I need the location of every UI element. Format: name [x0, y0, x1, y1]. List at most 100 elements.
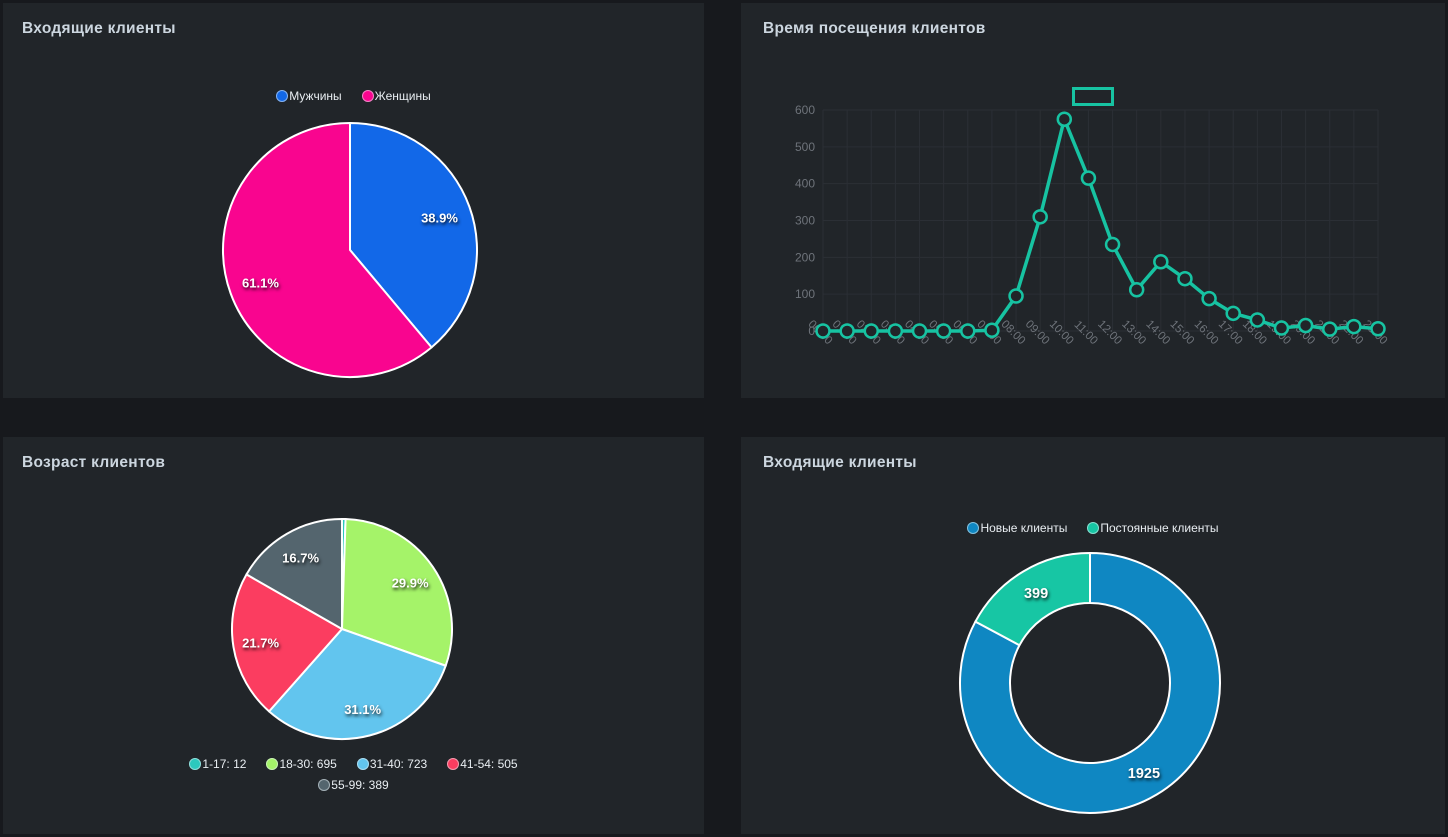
legend-item-1-17-12[interactable]: 1-17: 12: [189, 757, 246, 771]
visits-data-point-0100[interactable]: [839, 323, 855, 339]
clients-data-label-новые-клиенты: 1925: [1128, 766, 1160, 782]
visits-data-point-0000[interactable]: [815, 323, 831, 339]
legend-marker-icon: [1087, 522, 1100, 534]
y-axis-tick-label: 500: [795, 140, 815, 154]
y-axis-tick-label: 200: [795, 250, 815, 264]
legend-label: Мужчины: [289, 89, 342, 103]
visits-data-point-2000[interactable]: [1297, 317, 1314, 334]
age-legend-row-1: 1-17: 12 18-30: 695 31-40: 723 41-54: 505: [3, 757, 704, 771]
y-axis-tick-label: 400: [795, 177, 815, 191]
clients-legend: Новые клиенты Постоянные клиенты: [741, 521, 1445, 535]
y-axis-tick-label: 100: [795, 287, 815, 301]
legend-item-постоянные-клиенты[interactable]: Постоянные клиенты: [1087, 521, 1219, 535]
clients-donut-chart: 1925 399: [959, 552, 1221, 814]
visits-data-point-0200[interactable]: [863, 323, 880, 339]
legend-label: 41-54: 505: [460, 757, 518, 771]
legend-item-55-99-389[interactable]: 55-99: 389: [318, 778, 389, 792]
gender-slice-женщины[interactable]: [222, 122, 433, 378]
legend-marker-icon: [447, 758, 460, 770]
y-axis-tick-label: 600: [795, 103, 815, 117]
clients-slice-новые-клиенты[interactable]: [959, 552, 1221, 814]
x-axis-tick-label: 14:00: [1143, 318, 1172, 347]
x-axis-tick-label: 09:00: [1023, 318, 1052, 347]
legend-label: Женщины: [374, 89, 431, 103]
visits-data-point-0500[interactable]: [935, 323, 952, 339]
visits-data-point-1900[interactable]: [1273, 320, 1290, 336]
visits-data-point-0900[interactable]: [1032, 209, 1048, 225]
visits-data-point-0800[interactable]: [1008, 288, 1024, 304]
gender-slice-мужчины[interactable]: [349, 122, 478, 349]
x-axis-tick-label: 10:00: [1047, 318, 1076, 347]
panel-incoming-clients-gender: Входящие клиенты Мужчины Женщины 38.9% 61.…: [3, 3, 704, 398]
legend-marker-icon: [356, 758, 369, 770]
age-data-label-18-30: 29.9%: [392, 575, 429, 590]
visits-data-point-1300[interactable]: [1128, 281, 1145, 298]
gender-legend: Мужчины Женщины: [3, 89, 704, 103]
x-axis-tick-label: 17:00: [1216, 318, 1245, 347]
visits-series-line[interactable]: [821, 117, 1380, 333]
panel-title: Возраст клиентов: [22, 454, 166, 471]
age-slice-18-30[interactable]: [341, 518, 453, 667]
y-axis-tick-label: 300: [795, 214, 815, 228]
legend-label: Постоянные клиенты: [1100, 521, 1219, 535]
x-axis-tick-label: 08:00: [999, 318, 1028, 347]
legend-marker-icon: [266, 758, 279, 770]
visits-data-point-1500[interactable]: [1177, 270, 1193, 287]
visits-data-point-1800[interactable]: [1249, 312, 1266, 328]
age-legend-row-2: 55-99: 389: [3, 778, 704, 792]
visits-data-point-0600[interactable]: [960, 323, 976, 339]
panel-title: Время посещения клиентов: [763, 20, 986, 37]
visits-data-point-1700[interactable]: [1225, 305, 1241, 322]
age-data-label-55-99: 16.7%: [282, 551, 319, 566]
legend-item-новые-клиенты[interactable]: Новые клиенты: [967, 521, 1067, 535]
visits-data-point-2300[interactable]: [1370, 321, 1386, 337]
visits-data-point-0700[interactable]: [984, 322, 1000, 339]
legend-item-мужчины[interactable]: Мужчины: [276, 89, 342, 103]
visits-line-chart: 010020030040050060000:0001:0002:0003:000…: [795, 103, 1389, 347]
legend-marker-icon: [361, 90, 374, 102]
visits-data-point-1000[interactable]: [1056, 111, 1073, 127]
visits-data-point-2100[interactable]: [1321, 321, 1338, 337]
x-axis-tick-label: 12:00: [1095, 318, 1124, 347]
legend-marker-icon: [276, 90, 289, 102]
legend-item-31-40-723[interactable]: 31-40: 723: [356, 757, 428, 771]
visits-series-legend-marker[interactable]: [1072, 87, 1114, 106]
panel-title: Входящие клиенты: [763, 454, 917, 471]
clients-slice-постоянные-клиенты[interactable]: [974, 552, 1091, 647]
visits-data-point-1200[interactable]: [1104, 236, 1121, 253]
age-pie-chart: 29.9% 31.1% 21.7% 16.7%: [231, 518, 453, 740]
legend-marker-icon: [189, 758, 202, 770]
clients-data-label-постоянные-клиенты: 399: [1024, 586, 1048, 602]
age-slice-31-40[interactable]: [268, 628, 447, 740]
legend-item-41-54-505[interactable]: 41-54: 505: [447, 757, 518, 771]
legend-label: Новые клиенты: [980, 521, 1068, 535]
legend-item-женщины[interactable]: Женщины: [361, 89, 431, 103]
legend-label: 31-40: 723: [369, 757, 428, 771]
legend-label: 55-99: 389: [331, 778, 389, 792]
legend-item-18-30-695[interactable]: 18-30: 695: [266, 757, 337, 771]
legend-marker-icon: [967, 522, 980, 534]
age-data-label-31-40: 31.1%: [344, 702, 381, 717]
visits-data-point-1100[interactable]: [1080, 170, 1097, 186]
x-axis-tick-label: 15:00: [1167, 318, 1196, 347]
age-legend: 1-17: 12 18-30: 695 31-40: 723 41-54: 505 55…: [3, 757, 704, 792]
gender-data-label-женщины: 61.1%: [242, 276, 279, 291]
visits-data-point-2200[interactable]: [1346, 318, 1362, 335]
visits-data-point-1400[interactable]: [1153, 254, 1169, 270]
x-axis-tick-label: 16:00: [1192, 318, 1221, 347]
x-axis-tick-label: 13:00: [1119, 318, 1148, 347]
panel-title: Входящие клиенты: [22, 20, 176, 37]
legend-label: 1-17: 12: [202, 757, 247, 771]
visits-data-point-1600[interactable]: [1201, 290, 1217, 307]
x-axis-tick-label: 11:00: [1072, 319, 1100, 347]
legend-marker-icon: [318, 779, 331, 791]
age-slice-55-99[interactable]: [245, 518, 343, 630]
age-slice-41-54[interactable]: [231, 573, 343, 713]
panel-incoming-clients-type: Входящие клиенты Новые клиенты Постоянные…: [741, 437, 1445, 834]
gender-data-label-мужчины: 38.9%: [421, 210, 458, 225]
visits-data-point-0400[interactable]: [911, 323, 928, 339]
legend-label: 18-30: 695: [279, 757, 337, 771]
visits-data-point-0300[interactable]: [887, 323, 904, 339]
y-axis-tick-label: 0: [808, 324, 815, 338]
panel-client-age: Возраст клиентов 29.9% 31.1% 21.7% 16.7% 1-…: [3, 437, 704, 834]
